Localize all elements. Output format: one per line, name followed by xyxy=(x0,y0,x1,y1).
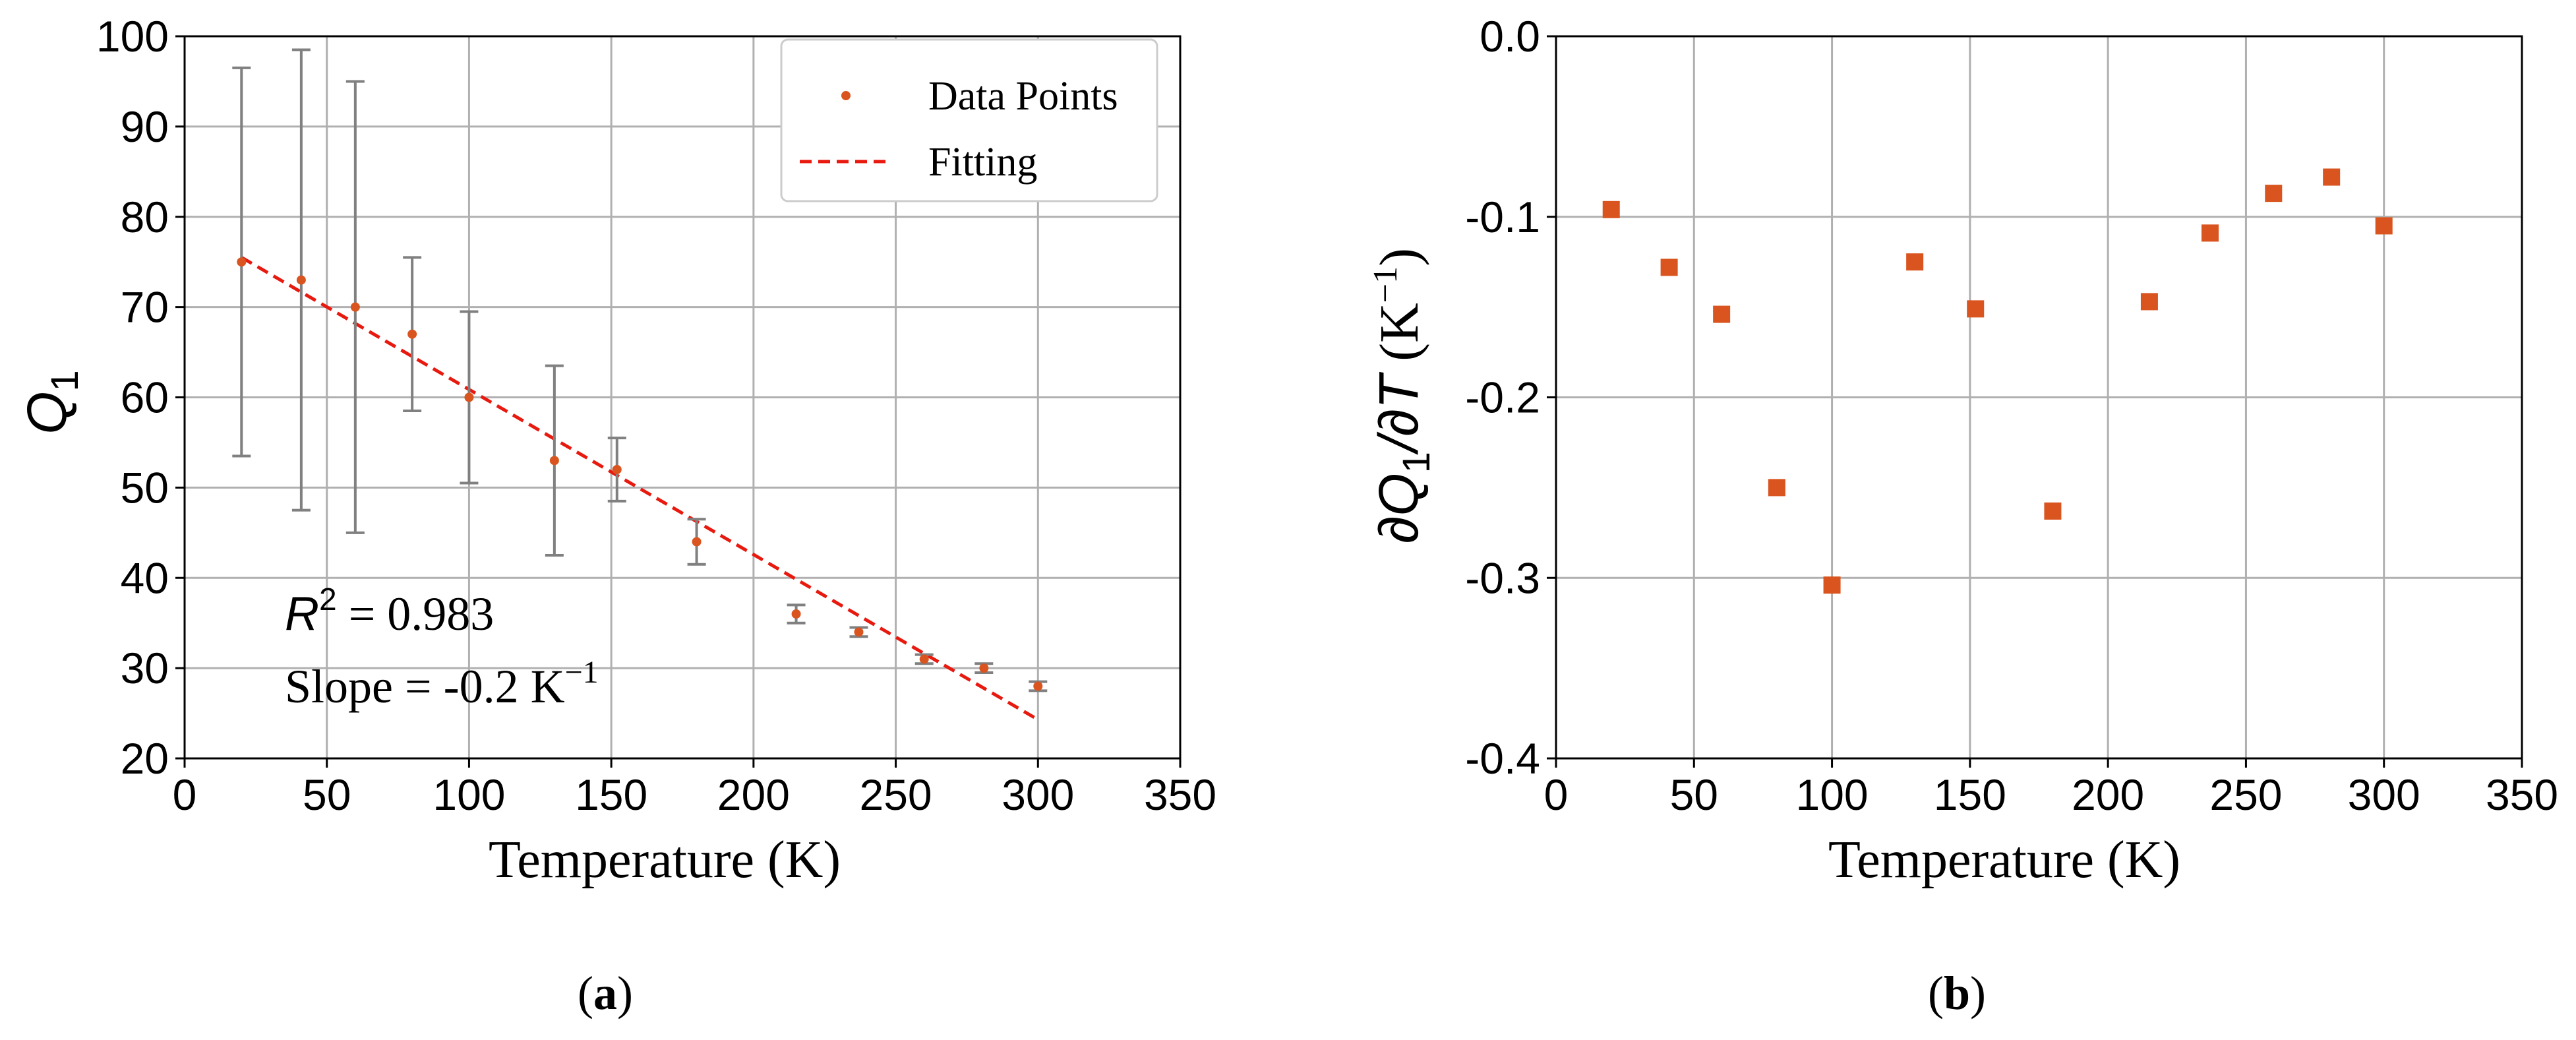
data-points-b xyxy=(1602,168,2393,594)
data-point xyxy=(854,627,864,637)
r-squared-annotation: R2 = 0.983 xyxy=(285,582,494,640)
r2-symbol: R xyxy=(285,588,319,640)
x-tick-label: 0 xyxy=(1544,770,1569,819)
y-axis-label-a-sub: 1 xyxy=(44,370,86,391)
y-axis-label-b-num: ∂Q xyxy=(1367,473,1429,543)
y-tick-label: 90 xyxy=(121,102,169,151)
y-tick-label: -0.4 xyxy=(1465,734,1540,783)
chart-panel-b: 0 50 100 150 200 250 300 350 0.0 -0.1 -0.2 -0.3 -0.4… xyxy=(1367,12,2558,1020)
data-point-square xyxy=(2140,293,2158,311)
y-tick-label: 80 xyxy=(121,193,169,241)
y-axis-label-a-main: Q xyxy=(16,391,78,434)
fit-line xyxy=(241,256,1039,721)
y-tick-label: 60 xyxy=(121,373,169,422)
x-tick-label: 100 xyxy=(433,770,505,819)
panel-letter-b: b xyxy=(1944,967,1970,1020)
ticks-b: 0 50 100 150 200 250 300 350 0.0 -0.1 -0.2 -0.3 -0.4 xyxy=(1465,12,2558,819)
y-tick-label: 40 xyxy=(121,553,169,602)
y-tick-label: 20 xyxy=(121,734,169,783)
y-axis-label-a: Q1 xyxy=(16,370,86,435)
x-tick-label: 350 xyxy=(1144,770,1216,819)
ticks-a: 0 50 100 150 200 250 300 350 20 30 40 50 60 70 80 90 100 xyxy=(96,12,1216,819)
data-point-square xyxy=(1660,259,1678,276)
x-tick-label: 50 xyxy=(303,770,351,819)
data-point-square xyxy=(1602,200,1620,218)
x-axis-label-b: Temperature (K) xyxy=(1828,831,2180,889)
data-point xyxy=(692,537,702,547)
panel-label-b: (b) xyxy=(1928,967,1986,1020)
y-tick-label: 100 xyxy=(96,12,169,61)
x-tick-label: 200 xyxy=(717,770,790,819)
x-tick-label: 350 xyxy=(2486,770,2558,819)
data-point-square xyxy=(1823,576,1841,594)
data-point xyxy=(237,257,247,267)
y-tick-label: -0.3 xyxy=(1465,553,1540,602)
data-point-square xyxy=(2202,224,2219,242)
chart-panel-a: 0 50 100 150 200 250 300 350 20 30 40 50 60 70 80 90 100… xyxy=(16,12,1216,1020)
data-point-square xyxy=(2323,168,2341,186)
r2-value: = 0.983 xyxy=(337,588,494,640)
data-point-square xyxy=(2265,185,2283,202)
legend: Data Points Fitting xyxy=(780,38,1158,202)
x-tick-label: 300 xyxy=(1002,770,1074,819)
data-point-square xyxy=(2044,502,2062,520)
data-point xyxy=(407,329,417,339)
y-axis-label-b-den: /∂T xyxy=(1367,371,1429,455)
y-tick-label: 0.0 xyxy=(1480,12,1540,61)
data-point-square xyxy=(1768,479,1785,497)
y-axis-label-b-close: ) xyxy=(1369,248,1430,266)
x-tick-label: 100 xyxy=(1796,770,1869,819)
legend-label-fit: Fitting xyxy=(928,140,1037,185)
data-point-square xyxy=(1906,253,1924,271)
slope-superscript: −1 xyxy=(565,655,599,690)
x-tick-label: 150 xyxy=(575,770,647,819)
slope-annotation: Slope = -0.2 K−1 xyxy=(285,655,599,713)
data-point-square xyxy=(1713,305,1731,323)
r2-superscript: 2 xyxy=(319,582,337,617)
y-tick-label: -0.1 xyxy=(1465,193,1540,241)
y-axis-label-b-unit: (K xyxy=(1369,303,1430,375)
y-tick-label: 30 xyxy=(121,644,169,692)
legend-marker-points xyxy=(841,91,851,100)
x-tick-label: 0 xyxy=(173,770,197,819)
data-point xyxy=(791,609,801,619)
y-axis-label-b-sub: 1 xyxy=(1395,452,1438,473)
data-point xyxy=(612,465,622,474)
data-point-square xyxy=(1967,300,1985,318)
data-point xyxy=(464,392,474,402)
y-axis-label-b: ∂Q1/∂T (K−1) xyxy=(1367,248,1438,543)
x-tick-label: 150 xyxy=(1934,770,2006,819)
data-point xyxy=(919,654,929,664)
y-tick-label: -0.2 xyxy=(1465,373,1540,422)
grid-b xyxy=(1555,35,2523,760)
x-tick-label: 50 xyxy=(1670,770,1718,819)
x-tick-label: 250 xyxy=(860,770,932,819)
y-tick-label: 70 xyxy=(121,283,169,332)
x-tick-label: 300 xyxy=(2348,770,2420,819)
data-points-a xyxy=(237,257,1043,691)
data-point-square xyxy=(2375,217,2393,235)
data-point xyxy=(1033,681,1043,691)
data-point xyxy=(979,663,989,673)
y-tick-label: 50 xyxy=(121,463,169,512)
slope-text: Slope = -0.2 K xyxy=(285,660,565,713)
data-point xyxy=(549,456,559,466)
data-point xyxy=(296,275,306,285)
legend-label-points: Data Points xyxy=(928,74,1118,119)
fit-line-a xyxy=(241,256,1039,721)
panel-letter-a: a xyxy=(593,967,617,1020)
x-tick-label: 250 xyxy=(2209,770,2282,819)
x-tick-label: 200 xyxy=(2072,770,2144,819)
x-axis-label-a: Temperature (K) xyxy=(489,831,841,889)
panel-label-a: (a) xyxy=(578,967,633,1020)
y-axis-label-b-unit-sup: −1 xyxy=(1367,266,1404,303)
data-point xyxy=(350,302,360,312)
